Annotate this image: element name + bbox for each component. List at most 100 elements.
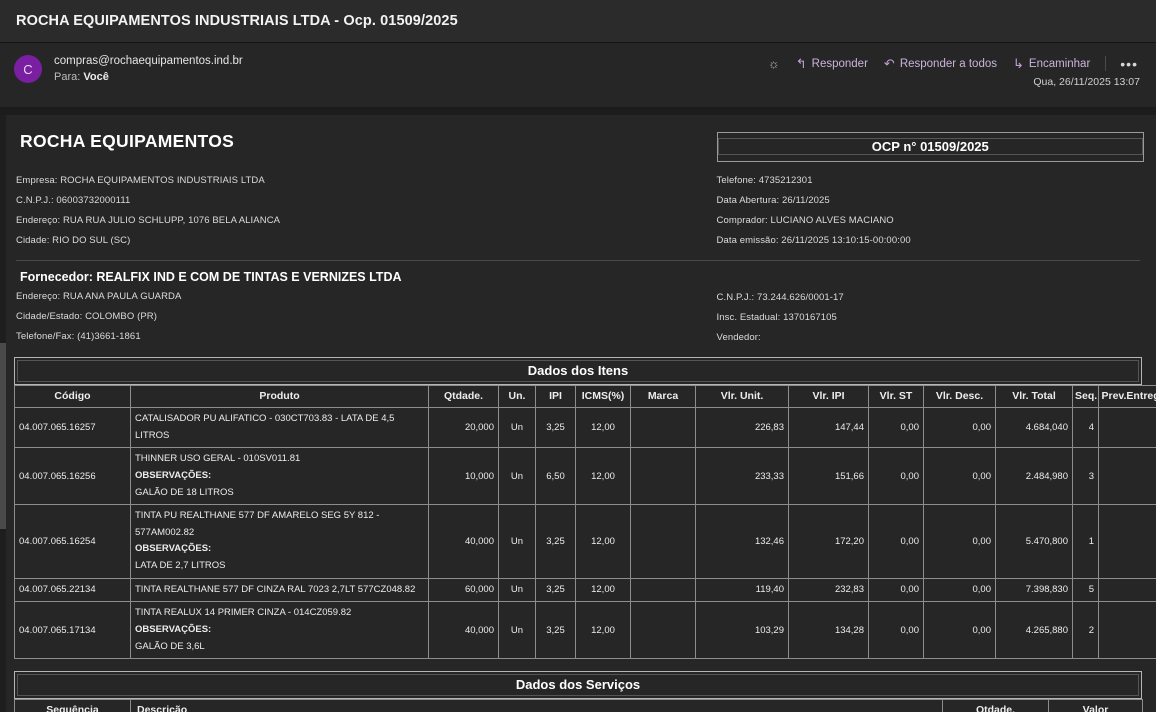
cell-seq: 5 xyxy=(1072,577,1099,603)
cell-ipi: 3,25 xyxy=(535,601,576,660)
more-options-button[interactable]: ••• xyxy=(1120,55,1138,72)
cell-vlr-unit: 132,46 xyxy=(695,504,789,579)
cell-un: Un xyxy=(498,406,536,449)
sender-lines: compras@rochaequipamentos.ind.br Para: V… xyxy=(54,53,243,86)
cell-vlr-st: 0,00 xyxy=(868,601,924,660)
cell-icms: 12,00 xyxy=(575,504,631,579)
col-un: Un. xyxy=(498,385,536,408)
cell-codigo: 04.007.065.16254 xyxy=(14,504,131,579)
recipient-label: Para: xyxy=(54,70,81,83)
scrollbar-track[interactable] xyxy=(0,115,6,712)
document-body: ROCHA EQUIPAMENTOS Empresa: ROCHA EQUIPA… xyxy=(0,115,1156,712)
cell-seq: 1 xyxy=(1072,504,1099,579)
cell-seq: 2 xyxy=(1072,601,1099,660)
supplier-title: Fornecedor: REALFIX IND E COM DE TINTAS … xyxy=(20,270,402,284)
cell-un: Un xyxy=(498,601,536,660)
cell-vlr-unit: 226,83 xyxy=(695,406,789,449)
cell-seq: 4 xyxy=(1072,406,1099,449)
document-header-columns: ROCHA EQUIPAMENTOS Empresa: ROCHA EQUIPA… xyxy=(12,115,1144,250)
recipient-value: Você xyxy=(83,70,109,83)
cell-ipi: 6,50 xyxy=(535,447,576,506)
col-seq: Seq. xyxy=(1072,385,1099,408)
cell-vlr-desc: 0,00 xyxy=(923,601,996,660)
reply-icon: ↰ xyxy=(795,56,807,71)
services-table: Sequência Descrição Qtdade. Valor xyxy=(14,699,1143,712)
sender-row: C compras@rochaequipamentos.ind.br Para:… xyxy=(14,53,1142,86)
cell-vlr-st: 0,00 xyxy=(868,406,924,449)
col-serv-valor: Valor xyxy=(1048,699,1143,712)
col-marca: Marca xyxy=(630,385,696,408)
items-table: Código Produto Qtdade. Un. IPI ICMS(%) M… xyxy=(14,385,1156,660)
col-descricao: Descrição xyxy=(130,699,943,712)
cell-vlr-total: 4.265,880 xyxy=(995,601,1073,660)
col-vlr-desc: Vlr. Desc. xyxy=(923,385,996,408)
cell-codigo: 04.007.065.22134 xyxy=(14,577,131,603)
toolbar-divider xyxy=(1105,56,1107,71)
supplier-cnpj: C.N.P.J.: 73.244.626/0001-17 xyxy=(716,292,844,303)
cell-qtdade: 40,000 xyxy=(428,601,499,660)
cell-prev-entrega xyxy=(1098,577,1156,603)
col-vlr-unit: Vlr. Unit. xyxy=(695,385,789,408)
cell-ipi: 3,25 xyxy=(535,504,576,579)
reply-all-icon: ↶ xyxy=(883,56,895,71)
cell-vlr-desc: 0,00 xyxy=(923,504,996,579)
message-timestamp: Qua, 26/11/2025 13:07 xyxy=(1033,76,1140,88)
cell-produto: TINTA REALUX 14 PRIMER CINZA - 014CZ059.… xyxy=(130,601,429,660)
reply-button[interactable]: ↰ Responder xyxy=(791,55,873,72)
sender-email[interactable]: compras@rochaequipamentos.ind.br xyxy=(54,55,243,67)
message-header: C compras@rochaequipamentos.ind.br Para:… xyxy=(0,43,1156,107)
col-vlr-st: Vlr. ST xyxy=(868,385,924,408)
company-empresa: Empresa: ROCHA EQUIPAMENTOS INDUSTRIAIS … xyxy=(16,175,265,186)
order-data-abertura: Data Abertura: 26/11/2025 xyxy=(716,195,830,206)
table-row: 04.007.065.16256 THINNER USO GERAL - 010S… xyxy=(14,447,1156,506)
services-section-title: Dados dos Serviços xyxy=(17,674,1139,697)
cell-vlr-ipi: 232,83 xyxy=(788,577,869,603)
company-endereco: Endereço: RUA RUA JULIO SCHLUPP, 1076 BE… xyxy=(16,215,281,226)
table-row: 04.007.065.16257 CATALISADOR PU ALIFATICO… xyxy=(14,406,1156,449)
company-cnpj: C.N.P.J.: 06003732000111 xyxy=(16,195,131,206)
brightness-button[interactable]: ☼ xyxy=(763,55,785,72)
cell-un: Un xyxy=(498,447,536,506)
cell-vlr-ipi: 151,66 xyxy=(788,447,869,506)
reply-all-label: Responder a todos xyxy=(899,57,997,70)
forward-icon: ↳ xyxy=(1013,56,1024,71)
items-header-row: Código Produto Qtdade. Un. IPI ICMS(%) M… xyxy=(14,385,1156,408)
cell-ipi: 3,25 xyxy=(535,577,576,603)
cell-icms: 12,00 xyxy=(575,447,631,506)
cell-marca xyxy=(630,447,696,506)
items-table-body: 04.007.065.16257 CATALISADOR PU ALIFATICO… xyxy=(14,406,1156,660)
cell-ipi: 3,25 xyxy=(535,406,576,449)
section-divider xyxy=(16,260,1140,261)
col-qtdade: Qtdade. xyxy=(428,385,499,408)
cell-marca xyxy=(630,504,696,579)
reply-all-button[interactable]: ↶ Responder a todos xyxy=(879,55,1002,72)
cell-icms: 12,00 xyxy=(575,406,631,449)
table-row: 04.007.065.17134 TINTA REALUX 14 PRIMER C… xyxy=(14,601,1156,660)
items-section-title: Dados dos Itens xyxy=(17,360,1139,382)
supplier-left: Fornecedor: REALFIX IND E COM DE TINTAS … xyxy=(12,261,717,347)
forward-label: Encaminhar xyxy=(1028,57,1091,70)
table-row: 04.007.065.16254 TINTA PU REALTHANE 577 D… xyxy=(14,504,1156,579)
supplier-vendedor: Vendedor: xyxy=(716,332,761,343)
col-codigo: Código xyxy=(14,385,131,408)
cell-prev-entrega xyxy=(1098,504,1156,579)
forward-button[interactable]: ↳ Encaminhar xyxy=(1008,55,1095,72)
order-data-emissao: Data emissão: 26/11/2025 13:10:15-00:00:… xyxy=(716,235,911,246)
cell-un: Un xyxy=(498,577,536,603)
cell-codigo: 04.007.065.16256 xyxy=(14,447,131,506)
company-block: ROCHA EQUIPAMENTOS Empresa: ROCHA EQUIPA… xyxy=(12,115,717,250)
cell-vlr-total: 4.684,040 xyxy=(995,406,1073,449)
cell-marca xyxy=(630,601,696,660)
cell-marca xyxy=(630,577,696,603)
cell-prev-entrega xyxy=(1098,406,1156,449)
cell-produto: THINNER USO GERAL - 010SV011.81 OBSERVAÇÕ… xyxy=(130,447,429,506)
ocp-number-box: OCP n° 01509/2025 xyxy=(716,132,1144,162)
cell-vlr-unit: 233,33 xyxy=(695,447,789,506)
order-telefone: Telefone: 4735212301 xyxy=(716,175,813,186)
supplier-columns: Fornecedor: REALFIX IND E COM DE TINTAS … xyxy=(12,261,1144,347)
cell-icms: 12,00 xyxy=(575,601,631,660)
scrollbar-thumb[interactable] xyxy=(0,343,6,529)
table-row: 04.007.065.22134 TINTA REALTHANE 577 DF C… xyxy=(14,577,1156,603)
col-vlr-total: Vlr. Total xyxy=(995,385,1073,408)
